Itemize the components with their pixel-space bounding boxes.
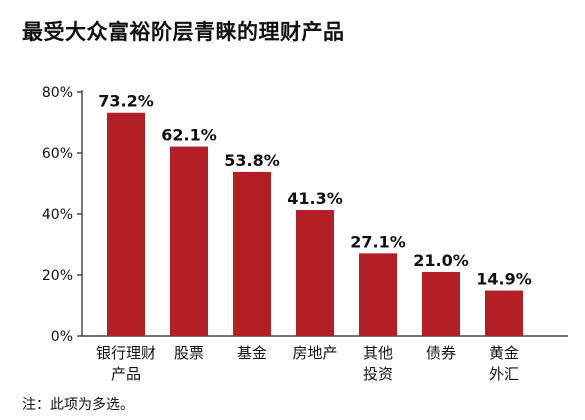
y-tick-label: 40% bbox=[42, 207, 73, 223]
y-tick-label: 0% bbox=[51, 329, 73, 345]
bar bbox=[233, 171, 271, 336]
category-label: 外汇 bbox=[489, 365, 519, 383]
y-tick-label: 20% bbox=[42, 268, 73, 284]
bar-value-label: 73.2% bbox=[98, 92, 154, 111]
bar-value-label: 14.9% bbox=[476, 270, 532, 289]
bar bbox=[296, 210, 334, 336]
category-label: 房地产 bbox=[292, 344, 337, 362]
bar-value-label: 21.0% bbox=[413, 251, 469, 270]
category-label: 债券 bbox=[426, 344, 456, 362]
footnote: 注：此项为多选。 bbox=[22, 397, 134, 413]
category-label: 其他 bbox=[363, 344, 393, 362]
bar-value-label: 62.1% bbox=[161, 126, 217, 145]
bar bbox=[485, 290, 523, 336]
bar bbox=[359, 253, 397, 336]
category-label: 股票 bbox=[174, 344, 204, 362]
category-label: 黄金 bbox=[489, 344, 519, 362]
bar-value-label: 53.8% bbox=[224, 151, 280, 170]
bars bbox=[107, 112, 523, 337]
category-label: 投资 bbox=[363, 365, 393, 383]
category-label: 产品 bbox=[111, 365, 141, 383]
y-tick-label: 80% bbox=[42, 85, 73, 101]
bar bbox=[107, 112, 145, 337]
category-label: 基金 bbox=[237, 344, 267, 362]
bar bbox=[422, 271, 460, 336]
category-label: 银行理财 bbox=[96, 344, 156, 362]
bar-value-label: 41.3% bbox=[287, 189, 343, 208]
y-tick-label: 60% bbox=[42, 146, 73, 162]
chart-title: 最受大众富裕阶层青睐的理财产品 bbox=[22, 20, 345, 44]
bar-value-label: 27.1% bbox=[350, 232, 406, 251]
bar bbox=[170, 146, 208, 336]
